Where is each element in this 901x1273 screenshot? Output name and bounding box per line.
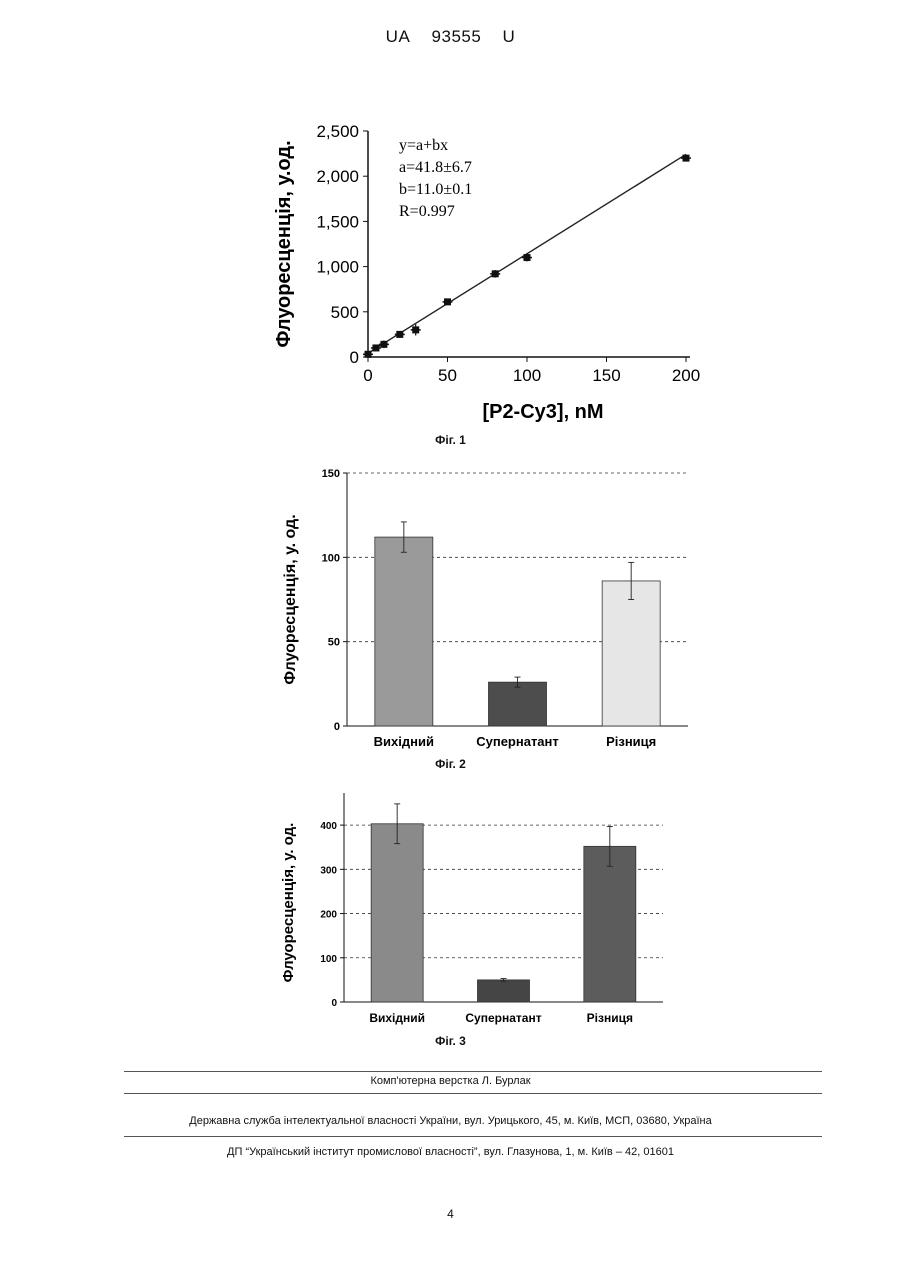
- y-tick-label: 2,500: [316, 122, 359, 141]
- bar: [584, 846, 636, 1002]
- x-tick-label: 150: [592, 366, 620, 385]
- y-tick-label: 300: [320, 865, 337, 876]
- layout-credit: Комп'ютерна верстка Л. Бурлак: [0, 1075, 901, 1087]
- y-tick-label: 0: [334, 721, 340, 733]
- footer-rule-middle: [124, 1093, 822, 1094]
- y-tick-label: 500: [331, 303, 359, 322]
- y-axis-label: Флуоресценція, у. од.: [282, 514, 299, 684]
- x-tick-label: 100: [513, 366, 541, 385]
- institute-address: ДП “Український інститут промислової вла…: [0, 1146, 901, 1158]
- figure-1-chart: 0 500 1,000 1,500 2,000 2,500 0 50 100 150 200 y=a+…: [0, 110, 901, 430]
- figure-3-chart: 0 100 200 300 400 Вихідний Супернатант Різниця Ф…: [0, 780, 901, 1030]
- y-tick-label: 100: [322, 552, 340, 564]
- bar: [478, 980, 530, 1002]
- category-label: Різниця: [587, 1011, 633, 1025]
- page-number: 4: [0, 1207, 901, 1221]
- y-tick-label: 0: [350, 348, 359, 367]
- figure-3-caption: Фіг. 3: [0, 1034, 901, 1048]
- y-tick-label: 150: [322, 468, 340, 480]
- y-tick-label: 1,500: [316, 212, 359, 231]
- y-tick-label: 400: [320, 821, 337, 832]
- y-axis-label: Флуоресценція, у. од.: [280, 823, 297, 983]
- fit-annotation-line: y=a+bx: [399, 137, 448, 154]
- y-tick-label: 2,000: [316, 167, 359, 186]
- x-axis-label: [P2-Cy3], nM: [482, 401, 603, 423]
- figure-2-chart: 0 50 100 150 Вихідний Супернатант Різниця Флуор…: [0, 455, 901, 755]
- fit-annotation-line: a=41.8±6.7: [399, 159, 472, 176]
- category-label: Супернатант: [476, 734, 559, 749]
- y-tick-label: 50: [328, 637, 340, 649]
- patent-header: UA 93555 U: [0, 27, 901, 47]
- x-tick-label: 200: [672, 366, 700, 385]
- category-label: Вихідний: [369, 1011, 425, 1025]
- patent-number: 93555: [432, 27, 482, 46]
- category-label: Супернатант: [465, 1011, 541, 1025]
- y-tick-label: 100: [320, 954, 337, 965]
- category-label: Вихідний: [374, 734, 434, 749]
- fit-annotation-line: R=0.997: [399, 203, 455, 220]
- bar: [375, 537, 433, 726]
- x-tick-label: 0: [363, 366, 372, 385]
- y-axis-label: Флуоресценція, у.од.: [273, 140, 295, 347]
- figure-1-caption: Фіг. 1: [0, 433, 901, 447]
- footer-rule-top: [124, 1071, 822, 1072]
- fit-annotation-line: b=11.0±0.1: [399, 181, 472, 198]
- patent-kind: U: [503, 27, 516, 46]
- x-tick-label: 50: [438, 366, 457, 385]
- bar: [489, 682, 547, 726]
- y-tick-label: 1,000: [316, 258, 359, 277]
- y-tick-label: 200: [320, 910, 337, 921]
- bar: [602, 581, 660, 726]
- category-label: Різниця: [606, 734, 656, 749]
- footer-rule-bottom: [124, 1136, 822, 1137]
- y-tick-label: 0: [331, 998, 337, 1009]
- figure-2-caption: Фіг. 2: [0, 757, 901, 771]
- bar: [371, 824, 423, 1002]
- country-code: UA: [386, 27, 411, 46]
- ip-service-address: Державна служба інтелектуальної власност…: [0, 1115, 901, 1127]
